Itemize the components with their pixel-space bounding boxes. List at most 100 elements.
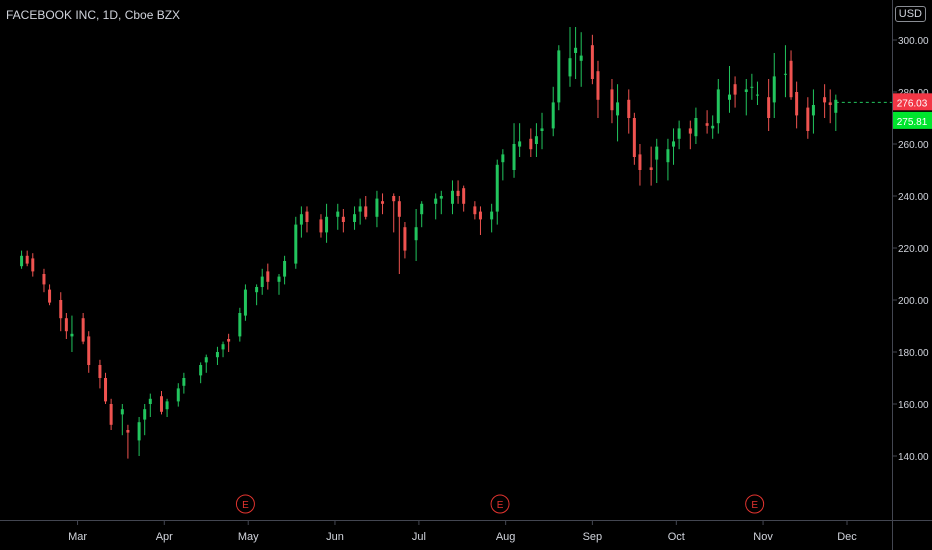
earnings-marker-label: E — [242, 500, 249, 511]
candle-body — [81, 318, 85, 342]
price-tick-label: 220.00 — [898, 244, 929, 255]
candle-body — [727, 94, 731, 100]
candle-body — [64, 318, 68, 332]
time-tick-label: Jul — [412, 531, 426, 543]
candle-body — [255, 287, 259, 293]
candle-body — [512, 144, 516, 170]
candle-body — [649, 167, 653, 170]
time-tick-label: Mar — [68, 531, 87, 543]
price-tags: 276.03 275.81 — [893, 93, 932, 129]
candle-body — [137, 422, 141, 441]
time-tick-label: May — [238, 531, 259, 543]
candle-body — [711, 125, 715, 129]
candle-body — [568, 58, 572, 77]
candle-body — [148, 398, 152, 404]
candle-body — [638, 154, 642, 170]
candle-body — [414, 227, 418, 241]
price-tick-label: 180.00 — [898, 348, 929, 359]
candle-body — [403, 227, 407, 251]
candle-body — [143, 409, 147, 420]
candle-body — [434, 198, 438, 204]
candle-body — [20, 255, 24, 267]
chart-title: FACEBOOK INC, 1D, Cboe BZX — [6, 8, 181, 22]
time-tick-label: Sep — [583, 531, 603, 543]
candle-body — [733, 84, 737, 95]
bid-price-tag-label: 275.81 — [897, 117, 928, 128]
candle-body — [540, 128, 544, 131]
earnings-marker[interactable] — [235, 494, 255, 514]
candle-body — [70, 333, 74, 337]
candle-body — [462, 188, 466, 204]
candle-body — [534, 136, 538, 144]
candle-body — [238, 313, 242, 337]
candle-body — [283, 261, 287, 277]
candle-body — [260, 276, 264, 287]
candle-body — [490, 211, 494, 220]
candle-body — [495, 164, 499, 212]
candle-body — [783, 73, 787, 75]
candle-body — [596, 71, 600, 100]
candle-body — [364, 206, 368, 217]
candle-body — [473, 206, 477, 215]
candle-body — [381, 201, 385, 204]
candle-body — [772, 76, 776, 103]
candle-body — [59, 300, 63, 319]
candle-body — [126, 430, 130, 433]
candle-body — [42, 274, 46, 285]
currency-button[interactable]: USD — [894, 6, 926, 22]
candle-body — [616, 102, 620, 116]
price-tick-label: 200.00 — [898, 296, 929, 307]
candle-body — [450, 190, 454, 204]
time-tick-label: Oct — [668, 531, 685, 543]
candle-body — [750, 86, 754, 88]
time-tick-label: Jun — [326, 531, 344, 543]
candle-body — [227, 339, 231, 342]
candle-body — [811, 105, 815, 116]
candle-body — [325, 216, 329, 233]
last-price-tag — [893, 93, 932, 111]
time-tick-label: Apr — [156, 531, 173, 543]
candle-body — [716, 89, 720, 124]
candle-body — [120, 409, 124, 415]
candle-body — [828, 102, 832, 105]
candle-body — [744, 89, 748, 92]
candle-body — [182, 378, 186, 386]
price-tick-label: 160.00 — [898, 400, 929, 411]
candle-body — [834, 99, 838, 113]
candle-body — [518, 141, 522, 147]
candle-body — [165, 401, 169, 410]
candle-body — [688, 128, 692, 134]
candle-body — [655, 146, 659, 160]
candle-body — [104, 378, 108, 402]
candle-body — [823, 97, 827, 103]
candle-body — [98, 365, 102, 378]
earnings-marker[interactable] — [745, 494, 765, 514]
candle-body — [767, 97, 771, 118]
candle-body — [48, 289, 52, 303]
candle-body — [109, 404, 113, 425]
candles-layer — [20, 27, 838, 459]
earnings-marker[interactable] — [490, 494, 510, 514]
candle-body — [632, 118, 636, 157]
last-price-tag-label: 276.03 — [897, 98, 928, 109]
candle-body — [294, 224, 298, 264]
bid-price-tag — [893, 111, 932, 129]
candle-body — [277, 276, 281, 282]
candle-body — [529, 138, 533, 150]
candle-body — [299, 214, 303, 225]
candle-body — [176, 388, 180, 402]
candle-body — [705, 123, 709, 126]
candle-body — [204, 357, 208, 363]
price-tick-label: 240.00 — [898, 192, 929, 203]
candle-body — [551, 102, 555, 129]
time-axis[interactable]: Mar Apr May Jun Jul Aug Sep Oct Nov Dec — [68, 520, 857, 543]
price-tick-label: 140.00 — [898, 452, 929, 463]
candle-body — [590, 45, 594, 79]
candle-body — [557, 50, 561, 103]
time-tick-label: Dec — [837, 531, 857, 543]
candle-body — [439, 196, 443, 199]
candle-body — [336, 211, 340, 217]
candle-body — [806, 107, 810, 131]
candle-body — [677, 128, 681, 139]
